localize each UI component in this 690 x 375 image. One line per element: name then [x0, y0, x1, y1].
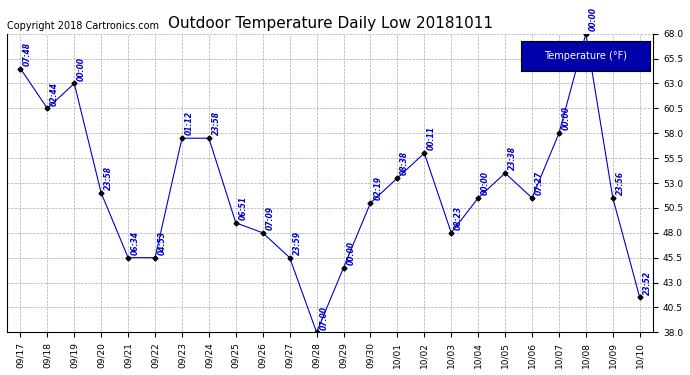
Text: 00:11: 00:11 [427, 126, 436, 150]
Text: 04:53: 04:53 [158, 231, 167, 255]
Text: 08:23: 08:23 [454, 206, 463, 230]
Text: 23:58: 23:58 [212, 111, 221, 135]
Text: 00:00: 00:00 [346, 241, 355, 265]
Text: 23:56: 23:56 [615, 171, 624, 195]
Text: 00:00: 00:00 [77, 57, 86, 81]
Text: 07:00: 07:00 [319, 306, 328, 330]
Text: 08:38: 08:38 [400, 151, 409, 175]
Text: 07:27: 07:27 [535, 171, 544, 195]
Text: 07:09: 07:09 [266, 206, 275, 230]
Text: Copyright 2018 Cartronics.com: Copyright 2018 Cartronics.com [7, 21, 159, 31]
Text: 01:12: 01:12 [185, 111, 194, 135]
Text: 02:44: 02:44 [50, 82, 59, 106]
Text: 02:19: 02:19 [373, 176, 382, 200]
Text: 00:00: 00:00 [589, 7, 598, 31]
Text: 07:48: 07:48 [23, 42, 32, 66]
Title: Outdoor Temperature Daily Low 20181011: Outdoor Temperature Daily Low 20181011 [168, 16, 493, 31]
Text: 00:00: 00:00 [481, 171, 490, 195]
Text: 06:51: 06:51 [239, 196, 248, 220]
Text: 23:59: 23:59 [293, 231, 302, 255]
Text: 23:38: 23:38 [508, 146, 517, 170]
Text: 06:34: 06:34 [131, 231, 140, 255]
Text: 23:58: 23:58 [104, 166, 113, 190]
Text: 00:00: 00:00 [562, 106, 571, 130]
Text: 23:52: 23:52 [642, 271, 651, 295]
